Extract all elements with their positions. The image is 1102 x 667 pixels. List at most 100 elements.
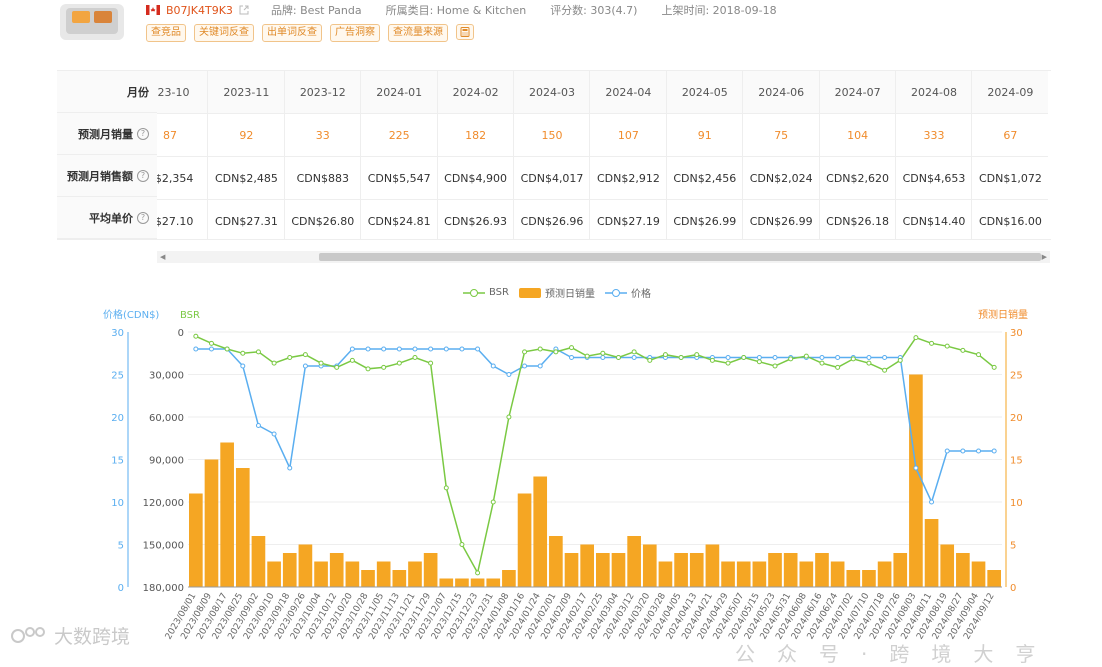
x-tick-label: 2024/03/28	[633, 591, 668, 641]
scrollbar-thumb[interactable]	[319, 253, 1041, 261]
price-point	[944, 448, 950, 454]
tag-traffic-source-button[interactable]: 查流量来源	[388, 24, 448, 42]
bsr-point	[193, 333, 199, 339]
table-column: 2024-06 75 CDN$2,024 CDN$26.99	[742, 71, 820, 239]
legend-price[interactable]: 价格	[604, 285, 651, 300]
bsr-point	[334, 364, 340, 370]
daily-sales-bar	[361, 570, 375, 587]
legend-bsr-label: BSR	[489, 287, 509, 298]
table-cell-revenue: CDN$2,620	[819, 157, 896, 200]
tag-order-keyword-button[interactable]: 出单词反查	[262, 24, 322, 42]
daily-sales-bar	[267, 561, 281, 587]
bsr-point	[882, 367, 888, 373]
rating-label: 评分数: 303(4.7)	[550, 4, 638, 17]
daily-sales-bar	[924, 519, 939, 587]
price-point	[835, 355, 841, 360]
price-point	[396, 346, 402, 352]
canada-flag-icon	[146, 5, 160, 15]
calculator-icon[interactable]	[456, 24, 474, 40]
daily-sales-bar	[517, 493, 532, 587]
x-tick-label: 2024/02/01	[524, 592, 559, 642]
bsr-point	[991, 364, 997, 370]
bsr-axis-title: BSR	[180, 310, 200, 321]
bsr-point	[600, 350, 606, 356]
daily-sales-bar	[689, 553, 704, 587]
asin-link[interactable]: B07JK4T9K3	[166, 3, 233, 17]
bsr-point	[678, 355, 684, 360]
legend-bsr[interactable]: BSR	[463, 287, 509, 298]
price-point	[647, 355, 653, 360]
price-point	[318, 363, 324, 369]
help-icon[interactable]: ?	[137, 211, 149, 224]
bsr-point	[913, 335, 919, 341]
price-point	[271, 431, 277, 437]
sales-tick-label: 25	[1010, 371, 1023, 382]
price-point	[302, 363, 308, 369]
x-tick-label: 2023/09/26	[273, 591, 308, 641]
daily-sales-bar	[251, 536, 266, 587]
x-tick-label: 2024/05/15	[727, 592, 762, 642]
price-point	[428, 346, 434, 352]
x-tick-label: 2024/05/31	[759, 592, 794, 642]
daily-sales-bar	[220, 442, 234, 587]
price-point	[208, 346, 214, 352]
daily-sales-bar	[204, 459, 219, 587]
table-cell-sales: 67	[972, 114, 1049, 157]
bsr-point	[929, 340, 935, 346]
table-cell-price: CDN$26.96	[514, 200, 590, 239]
sales-tick-label: 30	[1010, 328, 1023, 339]
tag-ad-insight-button[interactable]: 广告洞察	[330, 24, 380, 42]
price-point	[334, 363, 340, 369]
daily-sales-bar	[971, 561, 986, 587]
price-point	[287, 465, 293, 471]
x-tick-label: 2023/11/29	[399, 591, 434, 641]
legend-daily-sales[interactable]: 预测日销量	[518, 285, 595, 300]
bsr-point	[569, 345, 575, 351]
daily-sales-bar	[721, 561, 735, 587]
table-cell-sales: 33	[284, 114, 361, 157]
daily-sales-bar	[862, 570, 876, 587]
bsr-point	[725, 360, 731, 366]
help-icon[interactable]: ?	[137, 127, 149, 140]
bsr-point	[662, 352, 668, 358]
table-cell-price: CDN$27.31	[208, 200, 284, 239]
price-point	[803, 355, 809, 360]
bsr-point	[318, 360, 324, 366]
price-point	[897, 355, 903, 360]
daily-sales-bar	[846, 570, 861, 587]
product-thumbnail[interactable]	[52, 0, 134, 44]
daily-sales-bar	[705, 544, 720, 587]
bsr-point	[772, 363, 778, 369]
help-icon[interactable]: ?	[137, 169, 149, 182]
sales-tick-label: 0	[1010, 583, 1016, 594]
bsr-tick-label: 0	[178, 328, 184, 339]
price-point	[725, 355, 731, 360]
bsr-point	[255, 349, 261, 355]
table-column: 2024-07 104 CDN$2,620 CDN$26.18	[818, 71, 896, 239]
bsr-point	[537, 346, 543, 352]
price-point	[850, 355, 856, 360]
table-cell-revenue: CDN$4,900	[437, 157, 514, 200]
scroll-left-arrow-icon[interactable]: ◀	[160, 253, 166, 261]
bsr-point	[553, 349, 559, 355]
price-point	[866, 355, 872, 360]
bsr-point	[349, 357, 355, 363]
bsr-point	[976, 352, 982, 358]
sales-tick-label: 10	[1010, 498, 1023, 509]
price-point	[756, 355, 762, 360]
daily-sales-bar	[987, 570, 1001, 587]
daily-sales-bar	[282, 553, 297, 587]
table-cell-price: CDN$14.40	[896, 200, 972, 239]
table-scrollbar[interactable]: ◀ ▶	[157, 251, 1050, 263]
scroll-right-arrow-icon[interactable]: ▶	[1041, 253, 1047, 261]
external-link-icon[interactable]	[239, 5, 249, 15]
tool-tags: 查竞品 关键词反查 出单词反查 广告洞察 查流量来源	[146, 24, 474, 42]
x-tick-label: 2024/08/03	[884, 592, 919, 642]
price-point	[365, 346, 371, 352]
table-cell-month: 2024-06	[743, 71, 820, 114]
watermark-icon	[11, 626, 45, 643]
tag-competitor-button[interactable]: 查竞品	[146, 24, 186, 42]
tag-keyword-reverse-button[interactable]: 关键词反查	[194, 24, 254, 42]
bsr-point	[240, 350, 246, 356]
bsr-point	[647, 357, 653, 363]
